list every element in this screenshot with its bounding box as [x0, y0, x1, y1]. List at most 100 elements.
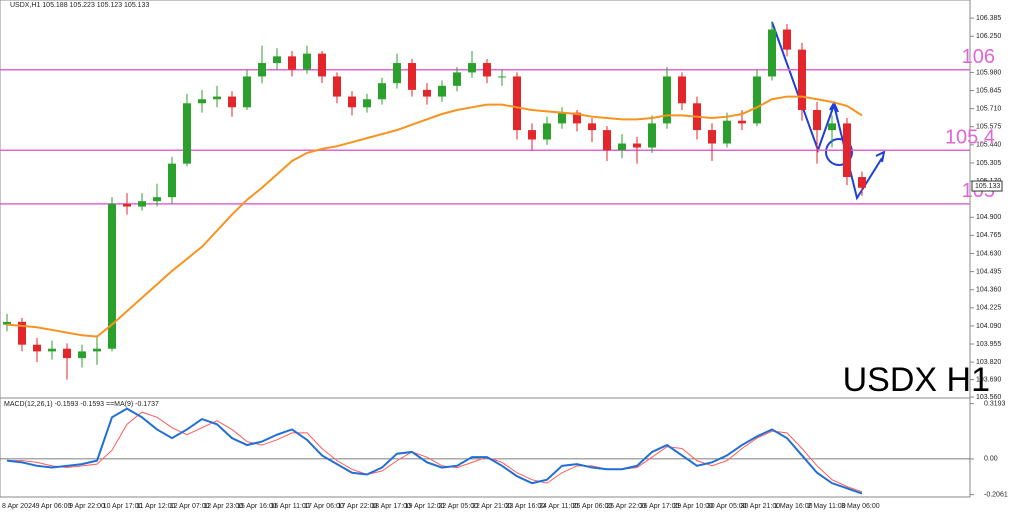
candle-body: [453, 72, 461, 86]
annotation: USDX H1: [843, 361, 990, 399]
x-tick-label: 17 Apr 06:00: [304, 503, 344, 510]
y-tick-label: 105.710: [976, 105, 1001, 112]
candle-body: [78, 351, 86, 359]
x-tick-label: 3 May 06:00: [841, 503, 880, 510]
x-tick-label: 10 Apr 17:00: [103, 503, 143, 510]
y-tick-label: 105.305: [976, 160, 1001, 167]
y-tick-label: 106.385: [976, 15, 1001, 22]
candle-body: [528, 130, 536, 140]
y-tick-label: 104.765: [976, 232, 1001, 239]
x-tick-label: 17 Apr 22:00: [338, 503, 378, 510]
candle-body: [753, 76, 761, 124]
y-tick-label: 105.575: [976, 124, 1001, 131]
y-tick-label: 105.980: [976, 69, 1001, 76]
candle-body: [243, 76, 251, 108]
moving-average: [6, 95, 863, 338]
level-label: 106: [962, 46, 995, 68]
candle-body: [123, 203, 131, 207]
y-tick-label: 103.560: [976, 394, 1001, 401]
x-tick-label: 24 Apr 11:00: [539, 503, 578, 510]
x-tick-label: 9 Apr 06:00: [36, 503, 72, 510]
last-price-label: 105.133: [975, 183, 1000, 190]
plot-frame: [0, 0, 971, 498]
candle-body: [393, 63, 401, 84]
y-tick-label: 104.900: [976, 214, 1001, 221]
y-tick-label: 104.225: [976, 305, 1001, 312]
candle-body: [183, 103, 191, 164]
y-tick-label: 106.250: [976, 33, 1001, 40]
x-tick-label: 8 Apr 2024: [2, 503, 36, 510]
macd-tick-label: 0.3193: [984, 400, 1006, 407]
candle-body: [633, 143, 641, 148]
candle-body: [783, 29, 791, 50]
candle-body: [423, 89, 431, 97]
candle-body: [213, 96, 221, 100]
candle-body: [48, 348, 56, 352]
x-tick-label: 2 May 11:00: [808, 503, 846, 510]
candle-body: [138, 201, 146, 207]
candle-body: [348, 96, 356, 108]
x-tick-label: 25 Apr 06:00: [573, 503, 613, 510]
candle-body: [813, 109, 821, 131]
y-tick-label: 104.360: [976, 287, 1001, 294]
candle-body: [378, 83, 386, 100]
candle-body: [798, 49, 806, 110]
candle-body: [588, 123, 596, 131]
candle-body: [108, 203, 116, 349]
x-tick-label: 22 Apr 21:00: [472, 503, 512, 510]
x-tick-label: 30 Apr 21:00: [740, 503, 780, 510]
candle-body: [273, 56, 281, 64]
candle-body: [198, 99, 206, 104]
last-price-box: [971, 180, 1003, 192]
candle-body: [618, 143, 626, 151]
candle-body: [93, 348, 101, 352]
macd-title: MACD(12,26,1) -0.1593 -0.1593 ==MA(9) -0…: [4, 401, 159, 408]
candle-body: [18, 321, 26, 345]
macd-tick-label: -0.2061: [984, 491, 1008, 498]
candle-body: [558, 112, 566, 124]
y-tick-label: 104.630: [976, 250, 1001, 257]
y-tick-label: 104.090: [976, 323, 1001, 330]
x-tick-label: 22 Apr 05:00: [438, 503, 478, 510]
level-label: 105.4: [945, 126, 995, 148]
candle-body: [483, 63, 491, 77]
candle-body: [678, 76, 686, 104]
candle-body: [603, 130, 611, 151]
candle-body: [363, 99, 371, 108]
x-tick-label: 18 Apr 17:00: [371, 503, 411, 510]
x-tick-label: 9 Apr 22:00: [69, 503, 105, 510]
candle-body: [408, 63, 416, 90]
x-tick-label: 29 Apr 10:00: [673, 503, 713, 510]
candle-body: [498, 76, 506, 78]
y-tick-label: 103.955: [976, 341, 1001, 348]
candle-body: [573, 112, 581, 124]
candle-body: [228, 96, 236, 108]
candle-body: [153, 197, 161, 202]
x-tick-label: 15 Apr 16:00: [237, 503, 277, 510]
macd-main: [6, 407, 863, 495]
x-tick-label: 30 Apr 05:00: [707, 503, 747, 510]
candle-body: [63, 348, 71, 359]
candle-body: [843, 123, 851, 178]
y-tick-label: 103.820: [976, 359, 1001, 366]
candle-body: [258, 63, 266, 77]
macd-signal: [7, 411, 863, 493]
candle-body: [168, 163, 176, 198]
candle-body: [543, 123, 551, 140]
chart-title: USDX,H1 105.188 105.223 105.123 105.133: [10, 2, 149, 9]
x-tick-label: 26 Apr 17:00: [640, 503, 680, 510]
candle-body: [858, 177, 866, 188]
candle-body: [708, 130, 716, 144]
candle-body: [468, 63, 476, 73]
candle-body: [333, 76, 341, 97]
y-tick-label: 105.845: [976, 87, 1001, 94]
candle-body: [768, 29, 776, 77]
y-tick-label: 104.495: [976, 268, 1001, 275]
candle-body: [438, 85, 446, 97]
x-tick-label: 16 Apr 11:00: [271, 503, 310, 510]
candle-body: [723, 120, 731, 144]
y-tick-label: 103.690: [976, 376, 1001, 383]
x-tick-label: 25 Apr 22:00: [606, 503, 646, 510]
